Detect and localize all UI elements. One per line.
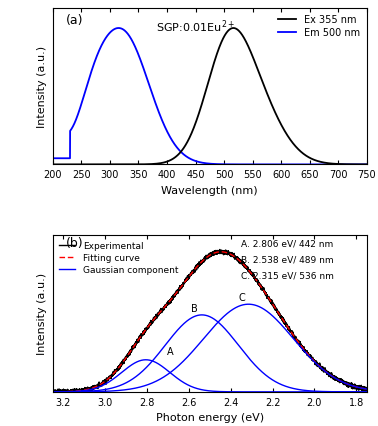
- Y-axis label: Intensity (a.u.): Intensity (a.u.): [37, 273, 47, 354]
- Gaussian component: [375, 389, 378, 394]
- Fitting curve: [375, 388, 378, 393]
- X-axis label: Wavelength (nm): Wavelength (nm): [161, 185, 258, 196]
- Fitting curve: [241, 262, 245, 267]
- Gaussian component: [144, 357, 148, 363]
- Ex 355 nm: [239, 32, 243, 37]
- Experimental: [217, 248, 222, 253]
- Fitting curve: [258, 283, 262, 288]
- Experimental: [40, 389, 45, 394]
- Gaussian component: [290, 389, 294, 394]
- Gaussian component: [241, 389, 245, 394]
- Fitting curve: [290, 331, 294, 337]
- Ex 355 nm: [170, 157, 175, 162]
- Text: C: C: [238, 292, 245, 302]
- Ex 355 nm: [108, 162, 112, 167]
- Text: A: A: [167, 346, 174, 356]
- Gaussian component: [315, 389, 320, 394]
- Experimental: [241, 261, 246, 266]
- Text: (a): (a): [65, 14, 83, 27]
- Line: Ex 355 nm: Ex 355 nm: [53, 29, 367, 165]
- Experimental: [101, 381, 105, 386]
- Fitting curve: [168, 298, 173, 303]
- Em 500 nm: [108, 31, 112, 36]
- Fitting curve: [101, 380, 105, 385]
- Text: C. 2.315 eV/ 536 nm: C. 2.315 eV/ 536 nm: [241, 271, 334, 280]
- Line: Fitting curve: Fitting curve: [42, 252, 377, 392]
- Fitting curve: [218, 250, 223, 255]
- Gaussian component: [40, 389, 45, 394]
- Experimental: [375, 389, 378, 394]
- Em 500 nm: [239, 162, 243, 167]
- Ex 355 nm: [255, 66, 259, 71]
- Line: Gaussian component: Gaussian component: [42, 360, 377, 392]
- Em 500 nm: [285, 162, 289, 167]
- X-axis label: Photon energy (eV): Photon energy (eV): [156, 412, 264, 422]
- Text: SGP:0.01Eu$^{2+}$: SGP:0.01Eu$^{2+}$: [156, 19, 235, 35]
- Ex 355 nm: [231, 26, 235, 32]
- Gaussian component: [101, 383, 105, 388]
- Em 500 nm: [170, 140, 175, 145]
- Experimental: [316, 363, 320, 368]
- Line: Experimental: Experimental: [42, 250, 377, 392]
- Experimental: [290, 328, 294, 334]
- Line: Em 500 nm: Em 500 nm: [53, 29, 367, 165]
- Experimental: [168, 297, 173, 302]
- Fitting curve: [315, 362, 320, 367]
- Gaussian component: [168, 371, 173, 376]
- Y-axis label: Intensity (a.u.): Intensity (a.u.): [37, 46, 47, 128]
- Ex 355 nm: [309, 156, 313, 161]
- Ex 355 nm: [364, 162, 369, 167]
- Ex 355 nm: [51, 162, 55, 167]
- Experimental: [258, 282, 262, 288]
- Ex 355 nm: [285, 133, 289, 138]
- Em 500 nm: [116, 26, 121, 32]
- Legend: Experimental, Fitting curve, Gaussian component: Experimental, Fitting curve, Gaussian co…: [57, 240, 180, 276]
- Text: B: B: [191, 303, 198, 313]
- Fitting curve: [40, 389, 45, 394]
- Legend: Ex 355 nm, Em 500 nm: Ex 355 nm, Em 500 nm: [277, 13, 362, 40]
- Em 500 nm: [309, 162, 313, 167]
- Em 500 nm: [255, 162, 259, 167]
- Experimental: [40, 389, 45, 394]
- Gaussian component: [258, 389, 262, 394]
- Text: (b): (b): [65, 236, 83, 249]
- Text: A. 2.806 eV/ 442 nm: A. 2.806 eV/ 442 nm: [241, 239, 333, 248]
- Text: B. 2.538 eV/ 489 nm: B. 2.538 eV/ 489 nm: [241, 255, 334, 264]
- Em 500 nm: [364, 162, 369, 167]
- Em 500 nm: [51, 156, 55, 161]
